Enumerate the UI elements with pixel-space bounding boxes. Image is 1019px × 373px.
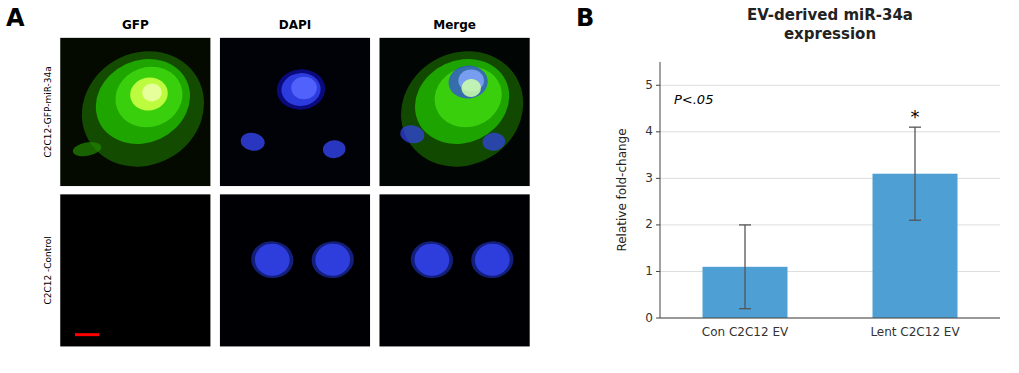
micrograph — [379, 194, 530, 347]
x-tick-label: Con C2C12 EV — [702, 325, 789, 339]
micrograph-border — [60, 37, 211, 186]
micrograph-border — [379, 37, 530, 186]
error-stem — [744, 225, 745, 309]
micrograph-bg — [60, 194, 211, 347]
y-tick-label: 3 — [645, 171, 653, 185]
error-bar — [909, 127, 921, 220]
micrograph-border — [60, 194, 211, 347]
micrograph-border — [219, 194, 370, 347]
cell — [413, 242, 450, 277]
cell — [275, 67, 327, 111]
x-tick-label: Lent C2C12 EV — [870, 325, 960, 339]
significance-star: * — [911, 106, 920, 127]
cell — [280, 71, 322, 107]
cell — [409, 240, 454, 280]
cell — [322, 139, 346, 159]
grid-line — [660, 85, 1000, 86]
panel-label: B — [576, 4, 594, 32]
cell — [380, 37, 530, 186]
cell — [291, 77, 317, 99]
y-tick-label: 2 — [645, 217, 653, 231]
marks — [703, 127, 958, 318]
column-label: DAPI — [279, 18, 312, 32]
micrograph-bg — [219, 194, 370, 347]
micrograph — [60, 37, 211, 186]
scale-bar — [75, 333, 99, 336]
micrograph-border — [219, 37, 370, 186]
cell — [482, 132, 506, 152]
y-tick-label: 5 — [645, 78, 653, 92]
cell — [72, 140, 103, 158]
row-label: C2C12-GFP-miR-34a — [43, 66, 53, 157]
title-line: expression — [784, 25, 876, 43]
cell — [470, 240, 515, 280]
cell — [141, 83, 162, 103]
micrograph — [219, 37, 370, 186]
y-tick — [656, 318, 660, 319]
cell — [61, 37, 211, 186]
cell — [447, 64, 489, 100]
error-stem — [914, 127, 915, 220]
chart-title: EV-derived miR-34aexpression — [747, 6, 913, 43]
cell — [461, 78, 482, 98]
y-axis — [660, 62, 661, 318]
micrograph-bg — [379, 194, 530, 347]
cell — [474, 242, 511, 277]
y-tick — [656, 271, 660, 272]
y-tick — [656, 131, 660, 132]
y-tick-label: 4 — [645, 124, 653, 138]
cell — [310, 240, 355, 280]
cell — [107, 57, 191, 136]
cell — [254, 242, 291, 277]
figure: A GFP DAPI Merge C2C12-GFP-miR-34a C2C12 -Con… — [0, 0, 1019, 373]
grid-line — [660, 131, 1000, 132]
x-axis — [660, 318, 1000, 319]
micrograph — [60, 194, 211, 347]
micrograph — [379, 37, 530, 186]
error-cap — [739, 308, 751, 309]
micrograph-border — [379, 194, 530, 347]
y-tick-label: 1 — [645, 264, 653, 278]
cell — [314, 242, 351, 277]
y-axis-label: Relative fold-change — [615, 128, 629, 251]
cell — [82, 44, 204, 159]
y-tick — [656, 85, 660, 86]
column-label: Merge — [433, 18, 476, 32]
y-tick — [656, 178, 660, 179]
cell — [250, 240, 295, 280]
panel-label: A — [6, 4, 25, 32]
column-label: GFP — [122, 18, 149, 32]
p-value: P<.05 — [674, 92, 713, 107]
y-tick-label: 0 — [645, 311, 653, 325]
row-label: C2C12 -Control — [43, 236, 53, 304]
cell — [399, 123, 426, 145]
y-tick — [656, 224, 660, 225]
cell — [239, 131, 266, 153]
title-line: EV-derived miR-34a — [747, 6, 913, 24]
error-cap — [739, 224, 751, 225]
micrograph — [219, 194, 370, 347]
micrograph-bg — [219, 37, 370, 186]
error-bar — [739, 225, 751, 309]
image-panel: A GFP DAPI Merge C2C12-GFP-miR-34a C2C12 -Con… — [6, 4, 544, 347]
error-cap — [909, 220, 921, 221]
cell — [128, 75, 171, 114]
grid-line — [660, 318, 1000, 319]
cell — [426, 57, 510, 136]
bar-panel: B EV-derived miR-34aexpression 0 1 2 3 4 5 Relat… — [576, 4, 1000, 339]
